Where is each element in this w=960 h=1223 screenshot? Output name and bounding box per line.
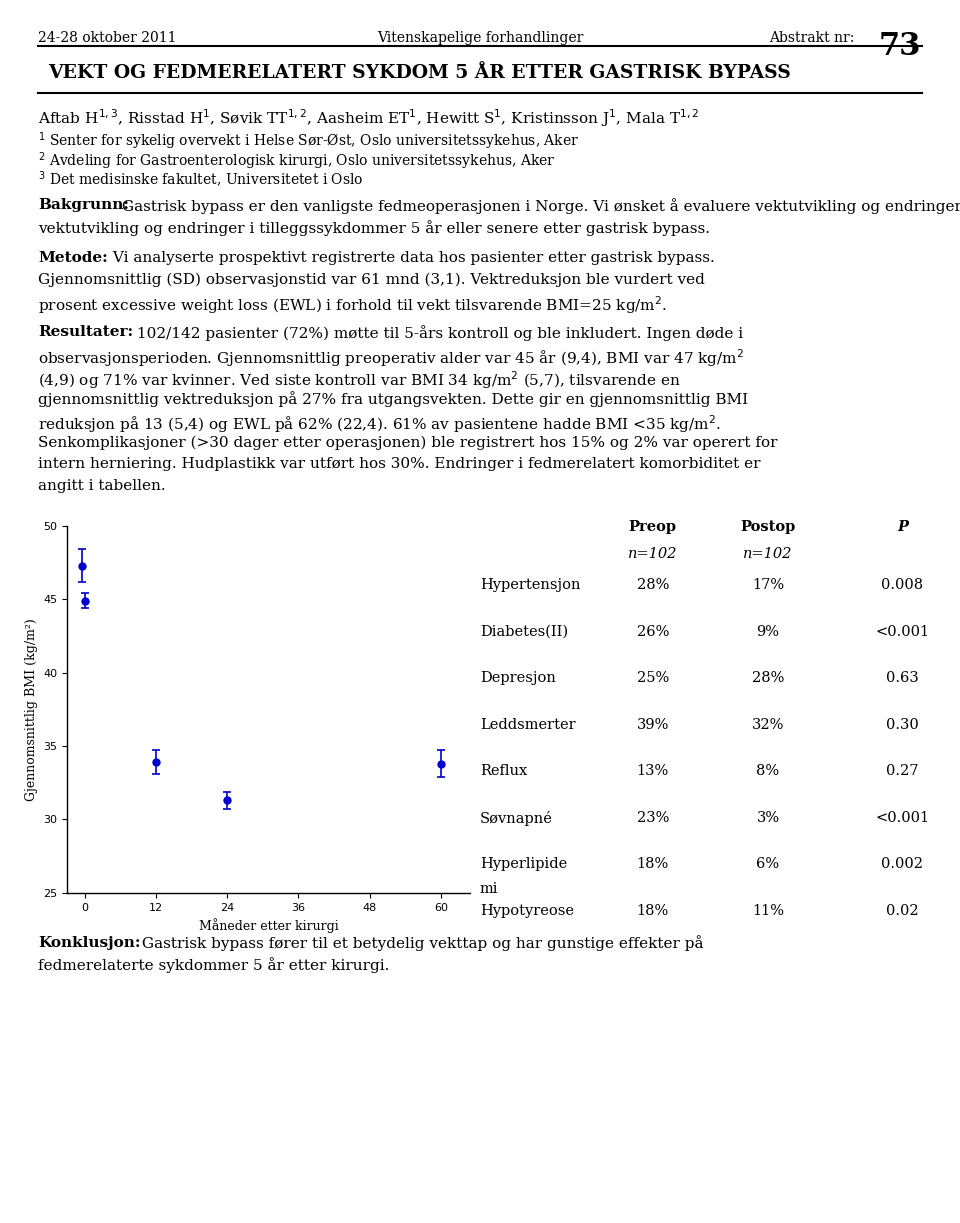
Text: 18%: 18% bbox=[636, 904, 669, 917]
Text: mi: mi bbox=[480, 882, 498, 895]
Text: Resultater:: Resultater: bbox=[38, 325, 133, 339]
Text: Leddsmerter: Leddsmerter bbox=[480, 718, 576, 731]
Text: VEKT OG FEDMERELATERT SYKDOM 5 ÅR ETTER GASTRISK BYPASS: VEKT OG FEDMERELATERT SYKDOM 5 ÅR ETTER … bbox=[48, 64, 791, 82]
Text: Konklusjon:: Konklusjon: bbox=[38, 936, 141, 949]
Text: Diabetes(II): Diabetes(II) bbox=[480, 625, 568, 638]
Text: Preop: Preop bbox=[629, 520, 677, 533]
Text: n=102: n=102 bbox=[743, 547, 793, 560]
Text: 28%: 28% bbox=[636, 578, 669, 592]
Text: Reflux: Reflux bbox=[480, 764, 527, 778]
X-axis label: Måneder etter kirurgi: Måneder etter kirurgi bbox=[199, 918, 339, 933]
Text: 32%: 32% bbox=[752, 718, 784, 731]
Text: <0.001: <0.001 bbox=[876, 811, 929, 824]
Text: reduksjon på 13 (5,4) og EWL på 62% (22,4). 61% av pasientene hadde BMI <35 kg/m: reduksjon på 13 (5,4) og EWL på 62% (22,… bbox=[38, 413, 721, 435]
Text: Hypertensjon: Hypertensjon bbox=[480, 578, 581, 592]
Text: 0.30: 0.30 bbox=[886, 718, 919, 731]
Text: 3%: 3% bbox=[756, 811, 780, 824]
Text: 8%: 8% bbox=[756, 764, 780, 778]
Text: Senkomplikasjoner (>30 dager etter operasjonen) ble registrert hos 15% og 2% var: Senkomplikasjoner (>30 dager etter opera… bbox=[38, 435, 778, 450]
Text: 39%: 39% bbox=[636, 718, 669, 731]
Text: Gastrisk bypass fører til et betydelig vekttap og har gunstige effekter på: Gastrisk bypass fører til et betydelig v… bbox=[137, 936, 704, 951]
Text: Aftab H$^{1,3}$, Risstad H$^{1}$, Søvik TT$^{1,2}$, Aasheim ET$^{1}$, Hewitt S$^: Aftab H$^{1,3}$, Risstad H$^{1}$, Søvik … bbox=[38, 108, 700, 130]
Text: intern herniering. Hudplastikk var utført hos 30%. Endringer i fedmerelatert kom: intern herniering. Hudplastikk var utfør… bbox=[38, 457, 761, 471]
Text: 26%: 26% bbox=[636, 625, 669, 638]
Text: $^{1}$ Senter for sykelig overvekt i Helse Sør-Øst, Oslo universitetssykehus, Ak: $^{1}$ Senter for sykelig overvekt i Hel… bbox=[38, 131, 580, 153]
Text: vektutvikling og endringer i tilleggssykdommer 5 år eller senere etter gastrisk : vektutvikling og endringer i tilleggssyk… bbox=[38, 220, 710, 236]
Text: $^{3}$ Det medisinske fakultet, Universitetet i Oslo: $^{3}$ Det medisinske fakultet, Universi… bbox=[38, 170, 364, 190]
Text: 9%: 9% bbox=[756, 625, 780, 638]
Text: n=102: n=102 bbox=[628, 547, 678, 560]
Text: prosent excessive weight loss (EWL) i forhold til vekt tilsvarende BMI=25 kg/m$^: prosent excessive weight loss (EWL) i fo… bbox=[38, 295, 667, 317]
Text: Søvnapné: Søvnapné bbox=[480, 811, 553, 826]
Text: Vitenskapelige forhandlinger: Vitenskapelige forhandlinger bbox=[377, 31, 583, 44]
Text: 0.63: 0.63 bbox=[886, 671, 919, 685]
Text: $^{2}$ Avdeling for Gastroenterologisk kirurgi, Oslo universitetssykehus, Aker: $^{2}$ Avdeling for Gastroenterologisk k… bbox=[38, 150, 556, 172]
Text: 73: 73 bbox=[879, 31, 922, 61]
Text: Hypotyreose: Hypotyreose bbox=[480, 904, 574, 917]
Text: 17%: 17% bbox=[752, 578, 784, 592]
Text: 0.27: 0.27 bbox=[886, 764, 919, 778]
Text: P: P bbox=[897, 520, 908, 533]
Text: 0.02: 0.02 bbox=[886, 904, 919, 917]
Y-axis label: Gjennomsnittlig BMI (kg/m²): Gjennomsnittlig BMI (kg/m²) bbox=[25, 618, 37, 801]
Text: 0.002: 0.002 bbox=[881, 857, 924, 871]
Text: observasjonsperioden. Gjennomsnittlig preoperativ alder var 45 år (9,4), BMI var: observasjonsperioden. Gjennomsnittlig pr… bbox=[38, 347, 745, 369]
Text: 24-28 oktober 2011: 24-28 oktober 2011 bbox=[38, 31, 177, 44]
Text: 0.008: 0.008 bbox=[881, 578, 924, 592]
Text: 6%: 6% bbox=[756, 857, 780, 871]
Text: angitt i tabellen.: angitt i tabellen. bbox=[38, 479, 166, 493]
Text: 13%: 13% bbox=[636, 764, 669, 778]
Text: Metode:: Metode: bbox=[38, 251, 108, 264]
Text: (4,9) og 71% var kvinner. Ved siste kontroll var BMI 34 kg/m$^{2}$ (5,7), tilsva: (4,9) og 71% var kvinner. Ved siste kont… bbox=[38, 369, 681, 391]
Text: 25%: 25% bbox=[636, 671, 669, 685]
Text: Postop: Postop bbox=[740, 520, 796, 533]
Text: fedmerelaterte sykdommer 5 år etter kirurgi.: fedmerelaterte sykdommer 5 år etter kiru… bbox=[38, 958, 390, 974]
Text: 23%: 23% bbox=[636, 811, 669, 824]
Text: Abstrakt nr:: Abstrakt nr: bbox=[769, 31, 854, 44]
Text: Gastrisk bypass er den vanligste fedmeoperasjonen i Norge. Vi ønsket å evaluere : Gastrisk bypass er den vanligste fedmeop… bbox=[117, 198, 960, 214]
Text: gjennomsnittlig vektreduksjon på 27% fra utgangsvekten. Dette gir en gjennomsnit: gjennomsnittlig vektreduksjon på 27% fra… bbox=[38, 391, 749, 407]
Text: 28%: 28% bbox=[752, 671, 784, 685]
Text: 11%: 11% bbox=[752, 904, 784, 917]
Text: Gjennomsnittlig (SD) observasjonstid var 61 mnd (3,1). Vektreduksjon ble vurdert: Gjennomsnittlig (SD) observasjonstid var… bbox=[38, 273, 706, 287]
Text: 102/142 pasienter (72%) møtte til 5-års kontroll og ble inkludert. Ingen døde i: 102/142 pasienter (72%) møtte til 5-års … bbox=[132, 325, 744, 341]
Text: Hyperlipide: Hyperlipide bbox=[480, 857, 567, 871]
Text: Vi analyserte prospektivt registrerte data hos pasienter etter gastrisk bypass.: Vi analyserte prospektivt registrerte da… bbox=[108, 251, 714, 264]
Text: 18%: 18% bbox=[636, 857, 669, 871]
Text: <0.001: <0.001 bbox=[876, 625, 929, 638]
Text: Bakgrunn:: Bakgrunn: bbox=[38, 198, 130, 212]
Text: Depresjon: Depresjon bbox=[480, 671, 556, 685]
